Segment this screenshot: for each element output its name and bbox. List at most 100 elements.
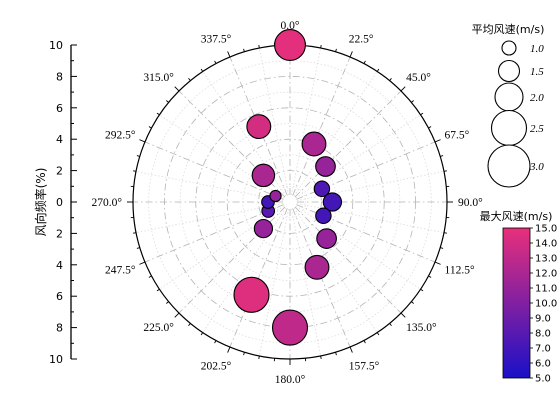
angle-tick-label: 180.0° — [275, 374, 306, 386]
angular-tick — [434, 139, 441, 143]
radial-tick-label: 6 — [56, 102, 63, 115]
bubble-series — [233, 29, 343, 346]
angular-tick — [200, 332, 204, 336]
bubble-point — [271, 309, 309, 346]
angular-tick — [320, 44, 322, 49]
color-legend: 最大风速(m/s) 15.0 14.0 13.0 12.0 11.0 10.0 9.0 8.0… — [480, 209, 558, 385]
colorbar-tick-label: 8.0 — [535, 329, 551, 340]
bubble-point — [253, 218, 274, 239]
bubble-point — [313, 180, 331, 198]
angular-tick — [320, 355, 322, 360]
radial-tick-label: 8 — [56, 322, 63, 335]
colorbar-tick-label: 6.0 — [535, 359, 551, 370]
colorbar-tick-label: 9.0 — [535, 314, 551, 325]
radial-tick-label: 4 — [56, 133, 63, 146]
angular-tick — [363, 60, 366, 64]
radial-axis-label: 风向频率(%) — [33, 168, 48, 237]
angle-tick-label: 0.0° — [281, 20, 300, 32]
angular-tick — [440, 155, 444, 157]
angular-tick — [258, 44, 260, 49]
bubble-point — [315, 207, 332, 225]
bubble-point — [246, 114, 272, 140]
major-spoke — [144, 204, 284, 263]
angular-tick — [156, 112, 160, 116]
minor-spoke — [290, 208, 322, 357]
angular-tick — [428, 275, 432, 278]
angular-tick — [443, 232, 448, 234]
angular-tick — [166, 100, 169, 103]
angular-tick — [400, 86, 406, 92]
angular-tick — [411, 100, 414, 103]
color-legend-title: 最大风速(m/s) — [480, 209, 553, 223]
radial-tick-label: 2 — [56, 165, 63, 178]
bubble-point — [322, 192, 343, 212]
angular-tick — [243, 352, 245, 356]
angular-tick — [139, 139, 146, 143]
angular-tick — [389, 323, 392, 326]
major-spoke — [294, 206, 402, 314]
angular-tick — [148, 126, 152, 129]
minor-spoke — [293, 71, 378, 197]
angular-tick — [376, 68, 380, 72]
angle-tick-label: 157.5° — [349, 361, 380, 373]
angle-tick-label: 315.0° — [143, 72, 174, 84]
major-spoke — [229, 208, 288, 348]
bubble-point — [315, 156, 336, 177]
angle-tick-label: 90.0° — [458, 197, 483, 209]
size-legend-label: 1.5 — [530, 66, 544, 78]
angle-tick-label: 292.5° — [105, 129, 136, 141]
angular-tick — [420, 288, 424, 292]
colorbar-tick-label: 5.0 — [535, 374, 551, 385]
angular-tick — [440, 247, 444, 249]
minor-spoke — [258, 47, 290, 196]
minor-spoke — [290, 47, 322, 196]
angular-tick — [376, 332, 380, 336]
radial-tick-label: 2 — [56, 227, 63, 240]
colorbar-tick-label: 15.0 — [535, 224, 557, 235]
angular-tick — [156, 288, 160, 292]
bubble-point — [316, 228, 337, 249]
angular-tick — [166, 301, 169, 304]
size-legend-marker — [487, 144, 531, 188]
angular-tick — [188, 323, 191, 326]
major-spoke — [292, 56, 351, 196]
bubble-point — [274, 29, 306, 61]
size-legend-marker — [497, 59, 521, 83]
bubble-point — [233, 276, 270, 313]
angular-tick — [411, 301, 414, 304]
angular-tick — [139, 261, 146, 265]
angular-tick — [335, 48, 337, 52]
bubble-point — [304, 254, 330, 280]
angular-tick — [400, 312, 406, 318]
angular-tick — [188, 78, 191, 81]
angle-tick-label: 247.5° — [105, 265, 136, 277]
colorbar-tick-label: 12.0 — [535, 269, 557, 280]
radial-tick-label: 6 — [56, 290, 63, 303]
angle-tick-label: 202.5° — [201, 361, 232, 373]
angular-tick — [132, 170, 137, 172]
angular-tick — [335, 352, 337, 356]
angular-tick — [428, 126, 432, 129]
minor-spoke — [258, 208, 290, 357]
size-legend-marker — [494, 82, 524, 112]
size-legend-label: 2.5 — [530, 123, 544, 135]
angular-tick — [214, 340, 217, 344]
angular-tick — [174, 312, 180, 318]
angular-tick — [363, 340, 366, 344]
angular-tick — [174, 86, 180, 92]
colorbar-tick-label: 14.0 — [535, 239, 557, 250]
radial-tick-label: 4 — [56, 259, 63, 272]
size-legend-label: 3.0 — [529, 161, 544, 173]
angular-tick — [443, 170, 448, 172]
radial-tick-label: 10 — [49, 39, 63, 52]
angle-tick-label: 112.5° — [445, 265, 475, 277]
angular-tick — [389, 78, 392, 81]
size-legend: 平均风速(m/s) 1.0 1.5 2.0 2.5 3.0 — [472, 23, 544, 188]
colorbar-tick-label: 10.0 — [535, 299, 557, 310]
radial-axis: 风向频率(%) 0 2 2 4 4 6 6 8 8 10 10 — [33, 39, 77, 366]
angular-tick — [136, 155, 140, 157]
major-spoke — [144, 141, 284, 200]
angle-tick-label: 225.0° — [143, 322, 174, 334]
minor-spoke — [135, 170, 284, 202]
size-legend-label: 2.0 — [530, 92, 544, 104]
